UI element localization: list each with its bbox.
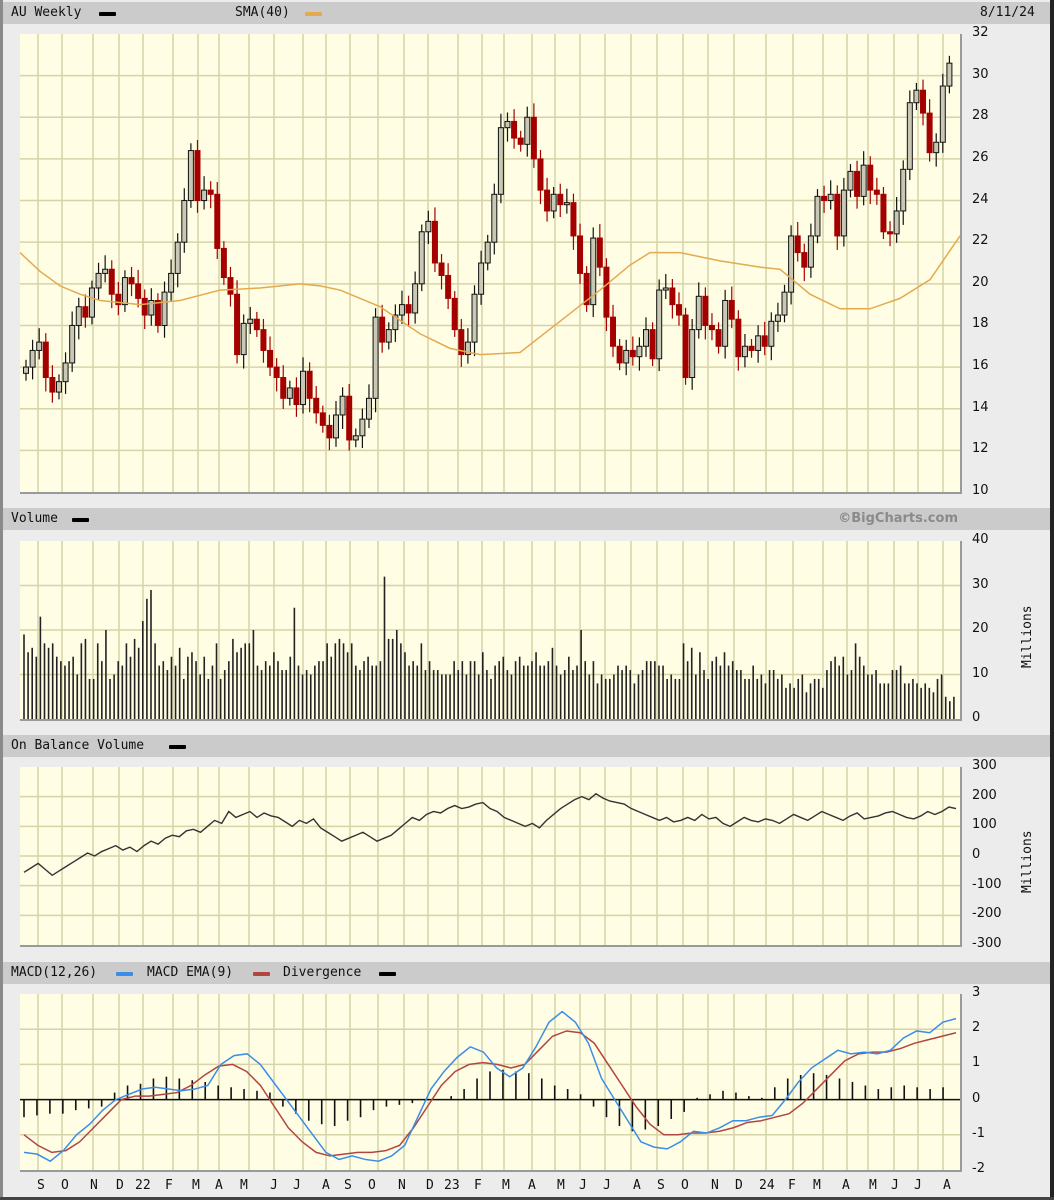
x-axis-label: 23 bbox=[444, 1178, 460, 1193]
axis-tick: -1 bbox=[972, 1125, 985, 1141]
volume-panel-header: Volume ©BigCharts.com bbox=[3, 508, 1050, 530]
obv-panel-header: On Balance Volume bbox=[3, 735, 1050, 757]
copyright-text: ©BigCharts.com bbox=[838, 511, 958, 526]
volume-label: Volume bbox=[11, 511, 58, 526]
obv-line bbox=[20, 767, 960, 945]
x-axis-label: D bbox=[426, 1178, 434, 1193]
macd-legend-swatch bbox=[116, 972, 133, 976]
x-axis-label: J bbox=[579, 1178, 587, 1193]
price-panel-header: AU Weekly SMA(40) 8/11/24 bbox=[3, 2, 1050, 24]
axis-tick: -100 bbox=[972, 876, 1002, 892]
price-chart[interactable] bbox=[19, 34, 962, 494]
obv-label: On Balance Volume bbox=[11, 738, 145, 753]
axis-tick: 12 bbox=[972, 441, 989, 457]
x-axis-label: J bbox=[293, 1178, 301, 1193]
axis-tick: 0 bbox=[972, 847, 981, 862]
window-frame-right bbox=[1050, 0, 1054, 1200]
x-axis-label: N bbox=[711, 1178, 719, 1193]
x-axis-label: M bbox=[869, 1178, 877, 1193]
axis-tick: 24 bbox=[972, 191, 989, 207]
axis-tick: 40 bbox=[972, 532, 989, 547]
x-axis-label: O bbox=[61, 1178, 69, 1193]
x-axis-label: M bbox=[813, 1178, 821, 1193]
volume-legend-swatch bbox=[72, 518, 89, 522]
x-axis-label: F bbox=[474, 1178, 482, 1193]
x-axis-label: A bbox=[215, 1178, 223, 1193]
x-axis-label: J bbox=[270, 1178, 278, 1193]
macd-ema-label: MACD EMA(9) bbox=[147, 965, 234, 980]
x-axis-label: O bbox=[368, 1178, 376, 1193]
axis-tick: -200 bbox=[972, 906, 1002, 922]
x-axis-label: M bbox=[557, 1178, 565, 1193]
x-axis-label: M bbox=[502, 1178, 510, 1193]
volume-chart[interactable] bbox=[20, 541, 962, 721]
x-axis-label: 22 bbox=[135, 1178, 151, 1193]
axis-tick: 30 bbox=[972, 576, 989, 592]
axis-tick: 300 bbox=[972, 758, 997, 773]
axis-tick: 22 bbox=[972, 233, 989, 249]
x-axis-label: A bbox=[633, 1178, 641, 1193]
macd-chart[interactable] bbox=[20, 994, 962, 1172]
x-axis-label: D bbox=[735, 1178, 743, 1193]
x-axis-label: J bbox=[603, 1178, 611, 1193]
axis-tick: 10 bbox=[972, 665, 989, 681]
macd-label: MACD(12,26) bbox=[11, 965, 98, 980]
x-axis-label: M bbox=[240, 1178, 248, 1193]
axis-tick: 16 bbox=[972, 358, 989, 374]
axis-tick: 14 bbox=[972, 399, 989, 415]
axis-tick: -2 bbox=[972, 1161, 985, 1176]
x-axis-label: S bbox=[657, 1178, 665, 1193]
axis-tick: 26 bbox=[972, 149, 989, 165]
x-axis-label: N bbox=[398, 1178, 406, 1193]
axis-tick: 100 bbox=[972, 817, 997, 833]
macd-ema-legend-swatch bbox=[253, 972, 270, 976]
x-axis-label: A bbox=[322, 1178, 330, 1193]
x-axis-label: 24 bbox=[759, 1178, 775, 1193]
window-frame-bottom bbox=[0, 1197, 1054, 1200]
symbol-label: AU Weekly bbox=[11, 5, 82, 20]
x-axis-label: J bbox=[891, 1178, 899, 1193]
x-axis-label: J bbox=[914, 1178, 922, 1193]
axis-tick: 0 bbox=[972, 710, 981, 725]
divergence-legend-swatch bbox=[379, 972, 396, 976]
x-axis-label: N bbox=[90, 1178, 98, 1193]
x-axis-label: S bbox=[344, 1178, 352, 1193]
volume-bars bbox=[20, 541, 960, 719]
axis-tick: 2 bbox=[972, 1020, 981, 1036]
axis-tick: 3 bbox=[972, 985, 981, 1000]
x-axis-label: F bbox=[788, 1178, 796, 1193]
sma-label: SMA(40) bbox=[235, 5, 290, 20]
axis-tick: 32 bbox=[972, 25, 989, 40]
obv-legend-swatch bbox=[169, 745, 186, 749]
axis-tick: 20 bbox=[972, 621, 989, 636]
window-frame-left bbox=[0, 0, 3, 1200]
axis-tick: 10 bbox=[972, 483, 989, 498]
x-axis-label: F bbox=[165, 1178, 173, 1193]
x-axis-label: A bbox=[943, 1178, 951, 1193]
axis-tick: 200 bbox=[972, 787, 997, 803]
macd-panel-header: MACD(12,26) MACD EMA(9) Divergence bbox=[3, 962, 1050, 984]
axis-tick: 30 bbox=[972, 66, 989, 82]
sma-legend-swatch bbox=[305, 12, 322, 16]
axis-tick: 1 bbox=[972, 1055, 981, 1071]
x-axis-label: D bbox=[116, 1178, 124, 1193]
axis-tick: -300 bbox=[972, 936, 1002, 951]
x-axis-label: O bbox=[681, 1178, 689, 1193]
axis-tick: 20 bbox=[972, 274, 989, 290]
chart-date: 8/11/24 bbox=[980, 5, 1035, 20]
macd-lines bbox=[20, 994, 960, 1170]
price-legend-swatch bbox=[99, 12, 116, 16]
axis-tick: 28 bbox=[972, 108, 989, 124]
axis-tick: 0 bbox=[972, 1090, 981, 1106]
x-axis-label: S bbox=[37, 1178, 45, 1193]
axis-tick: 18 bbox=[972, 316, 989, 332]
divergence-label: Divergence bbox=[283, 965, 362, 980]
x-axis-label: M bbox=[192, 1178, 200, 1193]
obv-unit: Millions bbox=[1020, 830, 1035, 893]
volume-unit: Millions bbox=[1020, 605, 1035, 668]
price-candles bbox=[19, 34, 961, 492]
x-axis-label: A bbox=[528, 1178, 536, 1193]
x-axis-label: A bbox=[842, 1178, 850, 1193]
obv-chart[interactable] bbox=[20, 767, 962, 947]
